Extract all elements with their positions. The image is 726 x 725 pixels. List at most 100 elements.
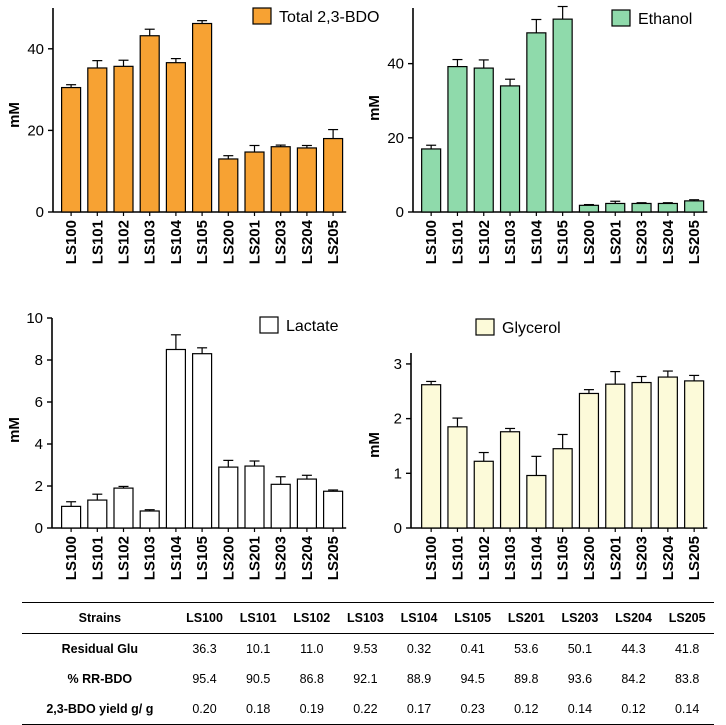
y-axis-title: mM xyxy=(366,432,383,458)
table-header-strain: LS201 xyxy=(507,611,545,625)
table-cell: 0.19 xyxy=(299,702,324,716)
category-label: LS105 xyxy=(555,220,572,264)
category-label: LS101 xyxy=(89,536,106,580)
bar xyxy=(113,487,134,529)
category-label: LS100 xyxy=(63,536,80,580)
y-tick-label: 20 xyxy=(27,122,44,139)
y-tick-label: 0 xyxy=(396,204,404,221)
category-label: LS104 xyxy=(168,219,185,264)
bar xyxy=(192,22,213,213)
bar xyxy=(270,483,291,529)
category-label: LS204 xyxy=(299,219,316,264)
table-header-strain: LS100 xyxy=(186,611,223,625)
table-cell: 0.12 xyxy=(514,702,539,716)
y-tick-label: 6 xyxy=(35,394,43,411)
category-label: LS203 xyxy=(634,536,651,580)
category-label: LS103 xyxy=(142,536,159,580)
bar xyxy=(526,32,547,213)
category-label: LS204 xyxy=(660,219,677,264)
bar xyxy=(139,510,160,529)
category-label: LS205 xyxy=(325,536,342,580)
table-cell: 53.6 xyxy=(514,642,539,656)
table-cell: 41.8 xyxy=(674,642,700,656)
y-tick-label: 10 xyxy=(26,310,43,327)
table-header-strain: LS101 xyxy=(239,611,277,625)
table-cell: 0.17 xyxy=(406,702,432,716)
table-cell: 0.14 xyxy=(674,702,700,716)
y-tick-label: 8 xyxy=(35,352,43,369)
category-label: LS101 xyxy=(89,220,106,264)
table-cell: 10.1 xyxy=(245,642,271,656)
table-cell: 94.5 xyxy=(460,672,485,686)
bar xyxy=(218,158,239,213)
table-header-strain: LS105 xyxy=(454,611,492,625)
category-label: LS204 xyxy=(299,535,316,580)
bar xyxy=(218,466,239,529)
category-label: LS104 xyxy=(528,219,545,264)
category-label: LS104 xyxy=(528,535,545,580)
table-header-row: Strains LS100 LS101 LS102 LS103 LS104 LS105 LS2… xyxy=(22,602,714,634)
bar xyxy=(499,85,521,213)
bar xyxy=(165,62,186,213)
table-header-strain: LS103 xyxy=(346,611,384,625)
bar xyxy=(605,202,626,213)
bar xyxy=(684,380,705,529)
bar xyxy=(447,66,468,213)
bar xyxy=(296,478,317,529)
chart-panel-total-2-3-bdo: 0 20 40 mM LS100 LS101 LS102 LS103 LS104 LS105 LS2… xyxy=(6,7,379,264)
table-header-strain: LS203 xyxy=(561,611,599,625)
bar xyxy=(657,202,678,213)
category-label: LS100 xyxy=(423,536,440,580)
table-header-strain: LS102 xyxy=(293,611,331,625)
category-label: LS105 xyxy=(194,220,211,264)
category-label: LS101 xyxy=(449,220,466,264)
table-cell: 88.9 xyxy=(406,672,432,686)
category-label: LS205 xyxy=(325,220,342,264)
bar xyxy=(552,448,573,529)
table-cell: 0.14 xyxy=(567,702,593,716)
bar xyxy=(578,392,600,529)
legend-label: Ethanol xyxy=(638,11,692,28)
chart-panel-lactate: 0 2 4 6 8 10 mM LS100 LS101 LS102 LS103 LS104 LS105 L… xyxy=(6,310,347,580)
bar xyxy=(87,67,108,213)
bar xyxy=(631,202,652,213)
chart-panel-glycerol: 0 1 2 3 mM LS100 LS101 LS102 LS103 LS104 LS105 LS20… xyxy=(366,318,708,580)
table-cell: 0.20 xyxy=(192,702,217,716)
category-label: LS200 xyxy=(220,220,237,264)
table-body: Residual Glu 36.3 10.1 11.0 9.53 0.32 0.41 53.6… xyxy=(22,634,714,725)
category-label: LS203 xyxy=(634,220,651,264)
bar xyxy=(60,505,82,529)
category-label: LS103 xyxy=(502,536,519,580)
category-label: LS100 xyxy=(423,220,440,264)
category-label: LS200 xyxy=(220,536,237,580)
table-cell: 0.23 xyxy=(460,702,485,716)
bar xyxy=(421,148,442,213)
table-row: 2,3-BDO yield g/ g 0.20 0.18 0.19 0.22 0.17 0.… xyxy=(22,694,714,725)
bar xyxy=(631,381,652,529)
bar xyxy=(657,376,678,529)
bar xyxy=(244,151,265,213)
legend-label: Total 2,3-BDO xyxy=(279,9,379,26)
category-label: LS201 xyxy=(607,536,624,580)
chart-panel-ethanol: 0 20 40 mM LS100 LS101 LS102 LS103 LS104 LS105 LS2… xyxy=(366,5,708,264)
table-cell: 95.4 xyxy=(192,672,217,686)
legend-label: Glycerol xyxy=(502,320,561,337)
bar xyxy=(139,35,160,213)
table-row-label: 2,3-BDO yield g/ g xyxy=(46,702,154,716)
y-tick-label: 4 xyxy=(35,436,43,453)
table-row: % RR-BDO 95.4 90.5 86.8 92.1 88.9 94.5 89.8 93.6… xyxy=(22,664,714,694)
table-cell: 44.3 xyxy=(621,642,646,656)
category-label: LS105 xyxy=(194,536,211,580)
summary-table: Strains LS100 LS101 LS102 LS103 LS104 LS105 LS2… xyxy=(22,602,714,725)
y-tick-label: 2 xyxy=(35,478,43,495)
y-axis-title: mM xyxy=(6,102,23,128)
legend-swatch xyxy=(252,7,272,25)
table-cell: 36.3 xyxy=(192,642,217,656)
table-cell: 89.8 xyxy=(514,672,539,686)
bar xyxy=(552,18,573,213)
table-cell: 0.22 xyxy=(353,702,378,716)
bar xyxy=(60,86,82,213)
bar xyxy=(684,200,705,213)
y-tick-label: 3 xyxy=(394,356,402,373)
